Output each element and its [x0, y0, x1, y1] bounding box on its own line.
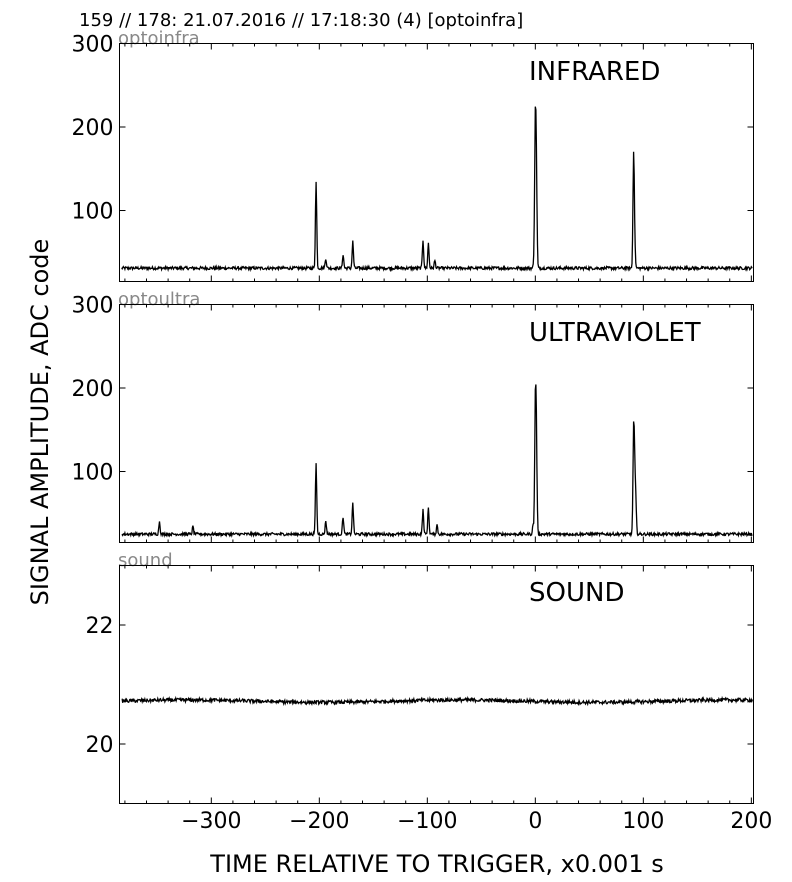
- y-tick-label: 100: [72, 200, 114, 225]
- x-tick-label: 0: [528, 809, 542, 834]
- signal-trace: [121, 384, 753, 538]
- x-axis-label: TIME RELATIVE TO TRIGGER, x0.001 s: [209, 850, 663, 878]
- panel-title: INFRARED: [529, 57, 660, 87]
- axis-ticks: 100 200 300: [72, 294, 754, 543]
- panel-infrared: optoinfra INFRARED 100 200 300: [72, 28, 754, 282]
- plot-frame: [119, 43, 754, 282]
- plot-frame: [119, 565, 754, 804]
- panel-source-label: optoultra: [118, 289, 200, 310]
- panel-title: SOUND: [529, 578, 624, 608]
- panel-title: ULTRAVIOLET: [529, 318, 701, 348]
- y-axis-label: SIGNAL AMPLITUDE, ADC code: [26, 239, 54, 606]
- y-tick-label: 22: [86, 614, 114, 639]
- plot-frame: [119, 304, 754, 543]
- y-tick-label: 300: [72, 33, 114, 58]
- x-tick-label: −100: [397, 809, 457, 834]
- y-tick-label: 300: [72, 294, 114, 319]
- x-tick-label: −300: [181, 809, 241, 834]
- x-tick-label: −200: [289, 809, 349, 834]
- axis-ticks: 100 200 300: [72, 33, 754, 282]
- x-tick-label: 200: [730, 809, 772, 834]
- x-tick-label: 100: [622, 809, 664, 834]
- panel-source-label: sound: [118, 550, 173, 571]
- panel-ultraviolet: optoultra ULTRAVIOLET 100 200 300: [72, 289, 754, 543]
- y-tick-label: 200: [72, 377, 114, 402]
- y-tick-label: 200: [72, 116, 114, 141]
- panel-source-label: optoinfra: [118, 28, 200, 49]
- figure-header: 159 // 178: 21.07.2016 // 17:18:30 (4) […: [79, 10, 523, 31]
- y-tick-label: 20: [86, 733, 114, 758]
- y-tick-label: 100: [72, 461, 114, 486]
- signal-trace: [121, 106, 753, 273]
- x-tick-labels: −300 −200 −100 0 100 200: [181, 809, 772, 834]
- signal-trace: [121, 695, 754, 707]
